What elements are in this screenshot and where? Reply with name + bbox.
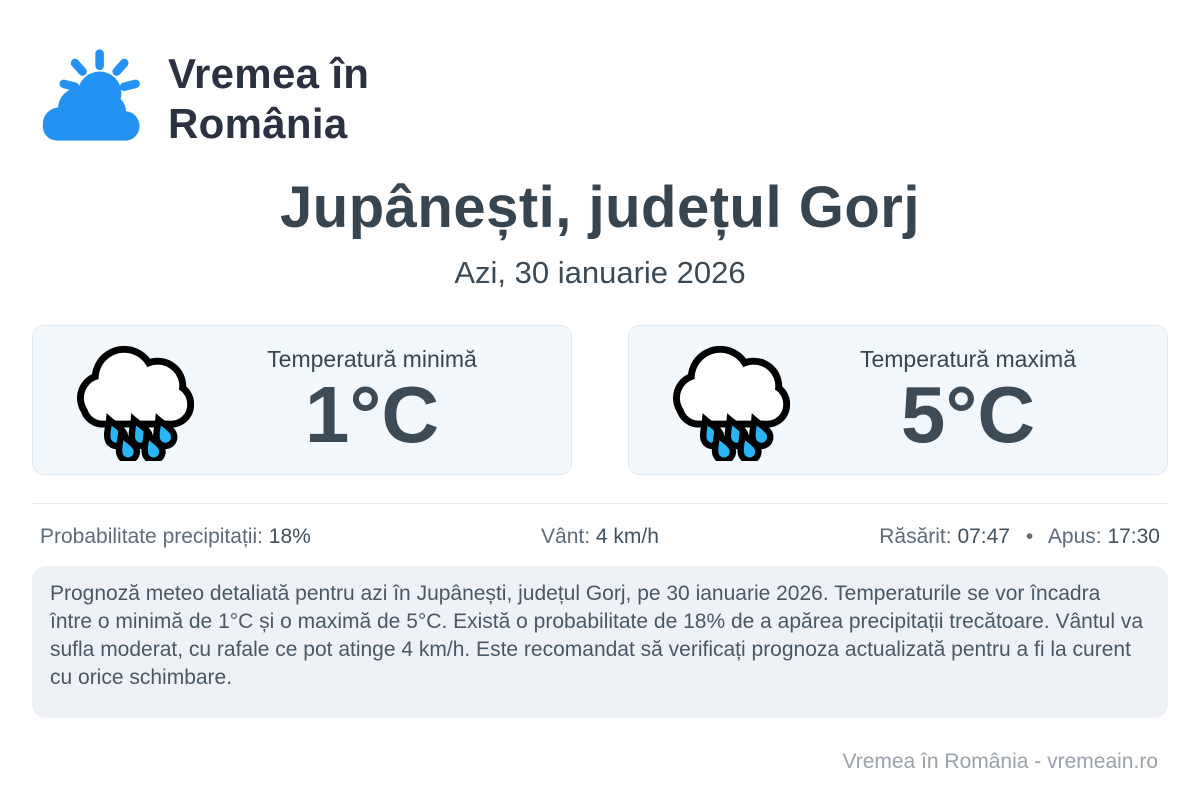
max-temperature-label: Temperatură maximă (859, 345, 1077, 372)
min-temperature-value: 1°C (304, 369, 440, 459)
rain-cloud-icon (71, 339, 203, 461)
stats-row: Probabilitate precipitații: 18% Vânt: 4 … (32, 503, 1168, 562)
max-temperature-value: 5°C (900, 369, 1036, 459)
footer-credit: Vremea în România - vremeain.ro (842, 750, 1158, 773)
sunset-label: Apus: (1047, 525, 1102, 548)
sun-cloud-logo-icon (40, 46, 146, 152)
logo-line2: România (168, 100, 348, 147)
wind-label: Vânt: (541, 525, 591, 548)
bullet-separator: • (1025, 525, 1034, 548)
page-title: Jupânești, județul Gorj (280, 175, 920, 240)
precipitation-label: Probabilitate precipitații: (40, 525, 263, 548)
wind-value: 4 km/h (595, 525, 659, 548)
min-temperature-card: Temperatură minimă 1°C (32, 325, 572, 475)
sunset-value: 17:30 (1107, 525, 1160, 548)
logo: Vremea în România (0, 0, 1200, 152)
sunrise-label: Răsărit: (879, 525, 952, 548)
page-subtitle: Azi, 30 ianuarie 2026 (454, 255, 746, 290)
forecast-description: Prognoză meteo detaliată pentru azi în J… (32, 566, 1168, 718)
rain-cloud-icon (667, 339, 799, 461)
wind-stat: Vânt: 4 km/h (541, 525, 659, 549)
min-temperature-text: Temperatură minimă 1°C (203, 346, 541, 455)
sun-times-stat: Răsărit: 07:47 • Apus: 17:30 (879, 525, 1160, 549)
max-temperature-card: Temperatură maximă 5°C (628, 325, 1168, 475)
logo-line1: Vremea în (168, 50, 370, 98)
precipitation-stat: Probabilitate precipitații: 18% (40, 525, 311, 549)
min-temperature-label: Temperatură minimă (267, 345, 477, 372)
logo-wordmark: Vremea în România (168, 49, 369, 148)
temperature-cards: Temperatură minimă 1°C (32, 325, 1168, 475)
max-temperature-text: Temperatură maximă 5°C (799, 346, 1137, 455)
precipitation-value: 18% (268, 525, 311, 548)
sunrise-value: 07:47 (957, 525, 1010, 548)
